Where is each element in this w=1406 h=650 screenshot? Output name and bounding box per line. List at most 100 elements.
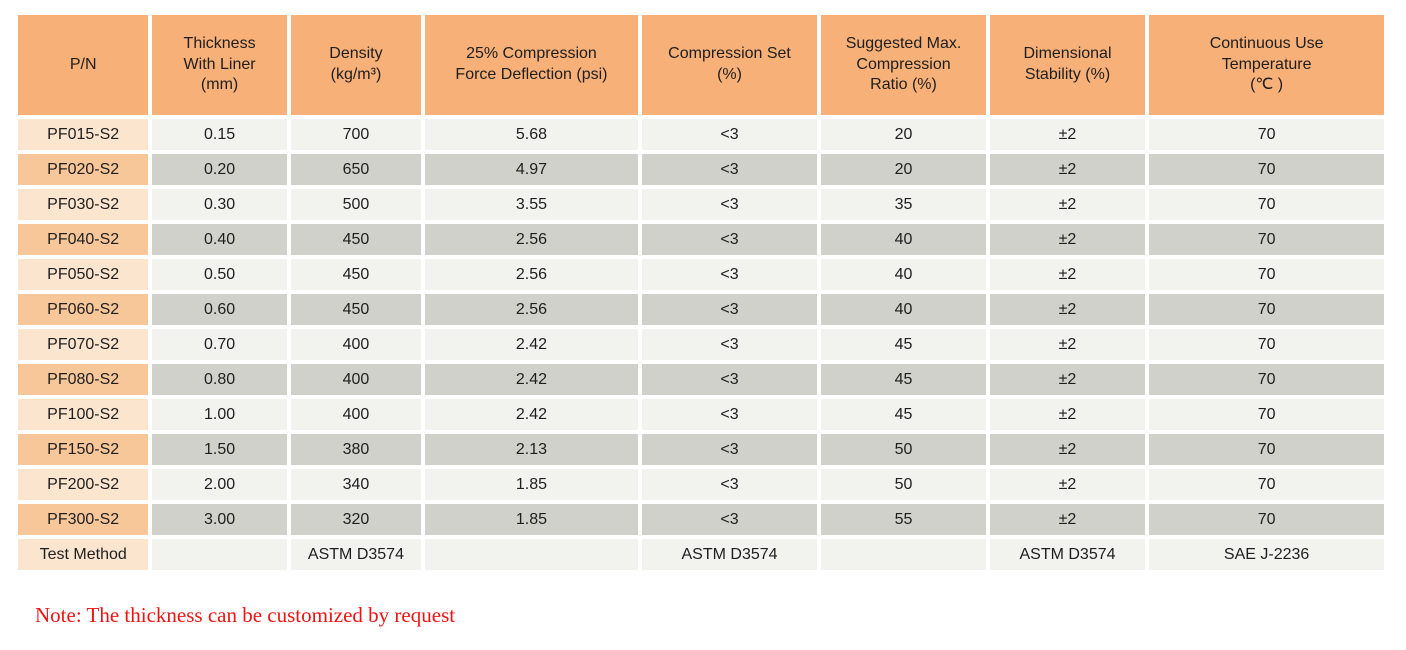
- cfd-cell: 2.42: [425, 329, 638, 360]
- compression-set-cell: <3: [641, 294, 818, 325]
- density-cell: 500: [290, 189, 422, 220]
- thickness-cell: 0.40: [152, 224, 287, 255]
- temperature-cell: SAE J-2236: [1149, 539, 1384, 570]
- pn-cell: PF100-S2: [18, 399, 149, 430]
- temperature-cell: 70: [1149, 259, 1384, 290]
- pn-cell: PF030-S2: [18, 189, 149, 220]
- temperature-cell: 70: [1149, 399, 1384, 430]
- pn-cell: PF015-S2: [18, 119, 149, 150]
- table-row: PF015-S2 0.15 700 5.68 <3 20 ±2 70: [18, 119, 1384, 150]
- cfd-cell: [425, 539, 638, 570]
- pn-cell: Test Method: [18, 539, 149, 570]
- table-row: PF080-S2 0.80 400 2.42 <3 45 ±2 70: [18, 364, 1384, 395]
- col-header-compression-set: Compression Set (%): [641, 15, 818, 115]
- dim-stability-cell: ±2: [989, 119, 1146, 150]
- compression-set-cell: <3: [641, 119, 818, 150]
- max-ratio-cell: 45: [821, 399, 986, 430]
- dim-stability-cell: ±2: [989, 469, 1146, 500]
- compression-set-cell: <3: [641, 364, 818, 395]
- dim-stability-cell: ±2: [989, 399, 1146, 430]
- col-header-pn: P/N: [18, 15, 149, 115]
- max-ratio-cell: 40: [821, 224, 986, 255]
- temperature-cell: 70: [1149, 224, 1384, 255]
- pn-cell: PF050-S2: [18, 259, 149, 290]
- col-header-cfd: 25% Compression Force Deflection (psi): [425, 15, 638, 115]
- table-row: PF030-S2 0.30 500 3.55 <3 35 ±2 70: [18, 189, 1384, 220]
- spec-table: P/N Thickness With Liner (mm) Density (k…: [14, 11, 1388, 574]
- density-cell: 450: [290, 294, 422, 325]
- max-ratio-cell: 45: [821, 329, 986, 360]
- cfd-cell: 1.85: [425, 469, 638, 500]
- thickness-cell: 0.60: [152, 294, 287, 325]
- compression-set-cell: <3: [641, 189, 818, 220]
- compression-set-cell: ASTM D3574: [641, 539, 818, 570]
- cfd-cell: 2.56: [425, 224, 638, 255]
- thickness-cell: 1.00: [152, 399, 287, 430]
- table-row: PF100-S2 1.00 400 2.42 <3 45 ±2 70: [18, 399, 1384, 430]
- temperature-cell: 70: [1149, 469, 1384, 500]
- thickness-cell: [152, 539, 287, 570]
- max-ratio-cell: 50: [821, 469, 986, 500]
- pn-cell: PF080-S2: [18, 364, 149, 395]
- customization-note: Note: The thickness can be customized by…: [35, 603, 456, 627]
- cfd-cell: 5.68: [425, 119, 638, 150]
- table-row: PF150-S2 1.50 380 2.13 <3 50 ±2 70: [18, 434, 1384, 465]
- temperature-cell: 70: [1149, 434, 1384, 465]
- col-header-dim-stability: Dimensional Stability (%): [989, 15, 1146, 115]
- max-ratio-cell: 50: [821, 434, 986, 465]
- table-row: PF040-S2 0.40 450 2.56 <3 40 ±2 70: [18, 224, 1384, 255]
- dim-stability-cell: ±2: [989, 189, 1146, 220]
- thickness-cell: 0.15: [152, 119, 287, 150]
- compression-set-cell: <3: [641, 469, 818, 500]
- dim-stability-cell: ±2: [989, 504, 1146, 535]
- temperature-cell: 70: [1149, 504, 1384, 535]
- test-method-row: Test Method ASTM D3574 ASTM D3574 ASTM D…: [18, 539, 1384, 570]
- dim-stability-cell: ±2: [989, 329, 1146, 360]
- table-row: PF060-S2 0.60 450 2.56 <3 40 ±2 70: [18, 294, 1384, 325]
- thickness-cell: 0.70: [152, 329, 287, 360]
- pn-cell: PF200-S2: [18, 469, 149, 500]
- table-row: PF050-S2 0.50 450 2.56 <3 40 ±2 70: [18, 259, 1384, 290]
- cfd-cell: 2.42: [425, 364, 638, 395]
- density-cell: 700: [290, 119, 422, 150]
- table-row: PF020-S2 0.20 650 4.97 <3 20 ±2 70: [18, 154, 1384, 185]
- cfd-cell: 4.97: [425, 154, 638, 185]
- temperature-cell: 70: [1149, 329, 1384, 360]
- max-ratio-cell: 20: [821, 119, 986, 150]
- table-row: PF070-S2 0.70 400 2.42 <3 45 ±2 70: [18, 329, 1384, 360]
- max-ratio-cell: [821, 539, 986, 570]
- table-row: PF300-S2 3.00 320 1.85 <3 55 ±2 70: [18, 504, 1384, 535]
- temperature-cell: 70: [1149, 294, 1384, 325]
- dim-stability-cell: ±2: [989, 364, 1146, 395]
- compression-set-cell: <3: [641, 504, 818, 535]
- density-cell: ASTM D3574: [290, 539, 422, 570]
- density-cell: 380: [290, 434, 422, 465]
- col-header-thickness: Thickness With Liner (mm): [152, 15, 287, 115]
- col-header-density: Density (kg/m³): [290, 15, 422, 115]
- density-cell: 400: [290, 329, 422, 360]
- cfd-cell: 2.13: [425, 434, 638, 465]
- temperature-cell: 70: [1149, 154, 1384, 185]
- cfd-cell: 1.85: [425, 504, 638, 535]
- pn-cell: PF150-S2: [18, 434, 149, 465]
- density-cell: 320: [290, 504, 422, 535]
- density-cell: 400: [290, 364, 422, 395]
- density-cell: 450: [290, 259, 422, 290]
- pn-cell: PF070-S2: [18, 329, 149, 360]
- thickness-cell: 0.20: [152, 154, 287, 185]
- table-row: PF200-S2 2.00 340 1.85 <3 50 ±2 70: [18, 469, 1384, 500]
- pn-cell: PF040-S2: [18, 224, 149, 255]
- pn-cell: PF060-S2: [18, 294, 149, 325]
- temperature-cell: 70: [1149, 189, 1384, 220]
- thickness-cell: 2.00: [152, 469, 287, 500]
- density-cell: 450: [290, 224, 422, 255]
- max-ratio-cell: 45: [821, 364, 986, 395]
- cfd-cell: 2.56: [425, 259, 638, 290]
- thickness-cell: 0.50: [152, 259, 287, 290]
- max-ratio-cell: 40: [821, 259, 986, 290]
- compression-set-cell: <3: [641, 434, 818, 465]
- dim-stability-cell: ±2: [989, 434, 1146, 465]
- density-cell: 650: [290, 154, 422, 185]
- max-ratio-cell: 40: [821, 294, 986, 325]
- dim-stability-cell: ±2: [989, 224, 1146, 255]
